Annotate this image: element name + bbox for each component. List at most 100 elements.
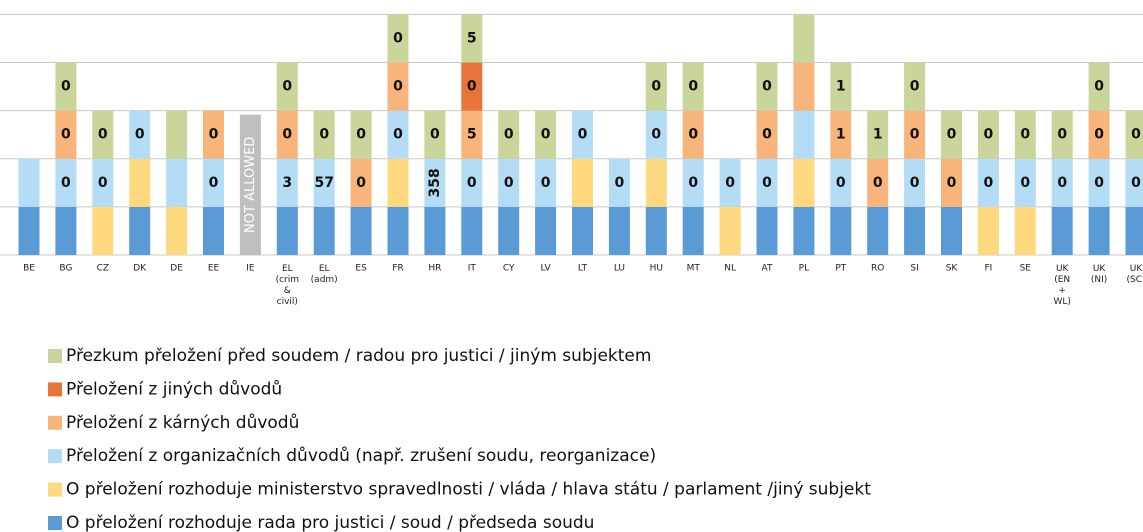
bar-segment	[1125, 206, 1143, 255]
bar-segment	[166, 158, 188, 207]
legend-swatch	[48, 516, 62, 530]
bar-segment	[387, 110, 409, 159]
data-label: 0	[319, 127, 329, 143]
data-label: 0	[1131, 175, 1141, 191]
bar-segment	[608, 206, 630, 255]
bar-segment	[350, 206, 372, 255]
data-label: 3	[282, 175, 292, 191]
bar-segment	[92, 110, 114, 159]
bar-segment	[203, 110, 224, 159]
x-tick-label: SI	[910, 264, 918, 274]
data-label: 5	[467, 127, 477, 143]
bar-segment	[350, 158, 372, 207]
legend-label: Přeložení z kárných důvodů	[66, 413, 299, 433]
bar-segment	[461, 62, 483, 111]
bar-segment	[313, 158, 335, 207]
bar-segment	[941, 158, 962, 207]
bar-segment	[313, 206, 335, 255]
x-tick-label: LU	[614, 264, 625, 274]
bar-segment	[830, 110, 852, 159]
bar-segment	[276, 206, 298, 255]
bar-segment	[55, 158, 77, 207]
bar-segment	[867, 158, 889, 207]
bar-segment	[1014, 158, 1036, 207]
data-label: 0	[762, 127, 772, 143]
bar-segment	[55, 206, 77, 255]
legend-label: Přeložení z jiných důvodů	[66, 379, 282, 399]
x-tick-label: NL	[724, 264, 736, 274]
x-tick-label: EE	[208, 264, 220, 274]
x-tick-label: PL	[799, 264, 809, 274]
bar-segment	[682, 110, 704, 159]
bar-segment	[1088, 62, 1110, 111]
bar-segment	[756, 62, 778, 111]
bar-segment	[1014, 206, 1036, 255]
bar-segment	[461, 110, 483, 159]
bar-segment	[867, 206, 889, 255]
bar-segment	[1051, 158, 1073, 207]
data-label: 0	[393, 79, 403, 95]
x-tick-label: BE	[23, 264, 35, 274]
bar-segment	[977, 110, 999, 159]
legend-label: Přeložení z organizačních důvodů (např. …	[66, 446, 656, 466]
data-label: 5	[467, 30, 477, 46]
data-label: 0	[1020, 175, 1030, 191]
bar-segment	[1088, 206, 1110, 255]
bar-segment	[867, 110, 889, 159]
x-tick-label: SE	[1020, 264, 1032, 274]
data-label: 0	[504, 127, 514, 143]
bar-segment	[1051, 110, 1073, 159]
bar-segment	[166, 110, 188, 159]
x-tick-label: UK(SC)	[1126, 264, 1143, 285]
data-label: 0	[430, 127, 440, 143]
data-label: 0	[725, 175, 735, 191]
bar-segment	[203, 158, 224, 207]
data-label: 1	[836, 127, 846, 143]
bar-segment	[1125, 110, 1143, 159]
bar-segment	[424, 206, 446, 255]
bar-segment	[830, 206, 852, 255]
data-label: 0	[688, 79, 698, 95]
x-tick-label: AT	[762, 264, 773, 274]
bar-segment	[55, 110, 77, 159]
data-label: 0	[541, 175, 551, 191]
bar-segment	[793, 158, 815, 207]
bar-segment	[904, 62, 926, 111]
bar-segment	[92, 206, 114, 255]
legend-label: Přezkum přeložení před soudem / radou pr…	[66, 346, 651, 366]
data-label: 0	[688, 175, 698, 191]
data-label: 0	[504, 175, 514, 191]
x-tick-label: UK (NI)	[1091, 264, 1107, 285]
x-tick-label: CZ	[97, 264, 109, 274]
legend-label: O přeložení rozhoduje rada pro justici /…	[66, 513, 594, 532]
bar-segment	[830, 158, 852, 207]
bar-segment	[461, 14, 483, 63]
bar-segment	[904, 110, 926, 159]
data-label: 0	[61, 79, 71, 95]
data-label: 0	[135, 127, 145, 143]
bar-segment	[129, 110, 151, 159]
data-label: 0	[467, 175, 477, 191]
x-tick-label: EL (adm)	[311, 264, 338, 285]
legend-swatch	[48, 349, 62, 363]
bar-segment	[387, 158, 409, 207]
data-label: 358	[427, 168, 443, 197]
x-tick-label: HR	[428, 264, 441, 274]
data-label: 1	[873, 127, 883, 143]
x-tick-label: EL (crim & civil)	[276, 264, 299, 307]
data-label: 0	[356, 175, 366, 191]
data-label: 0	[1094, 79, 1104, 95]
bar-segment	[276, 110, 298, 159]
x-tick-label: ES	[355, 264, 367, 274]
bar-segment	[1088, 110, 1110, 159]
x-tick-label: DE	[170, 264, 183, 274]
data-label: 0	[467, 79, 477, 95]
bar-segment	[904, 206, 926, 255]
data-label: 0	[1057, 127, 1067, 143]
bar-segment	[793, 62, 815, 111]
bar-segment	[387, 62, 409, 111]
legend-swatch	[48, 449, 62, 464]
bar-segment	[276, 62, 298, 111]
data-label: 0	[1094, 175, 1104, 191]
bar-segment	[535, 110, 557, 159]
